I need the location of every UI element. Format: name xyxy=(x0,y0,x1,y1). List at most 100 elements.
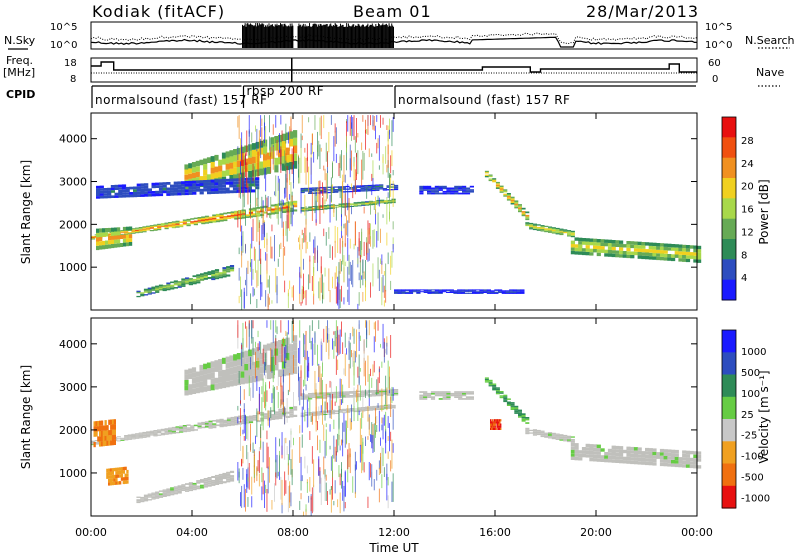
velocity-heatmap xyxy=(91,320,702,516)
scatter-cell xyxy=(525,422,530,424)
scatter-cell xyxy=(427,192,432,195)
time-axis: 00:00 04:00 08:00 12:00 16:00 20:00 00:00 xyxy=(75,113,713,539)
scatter-cell xyxy=(289,415,294,418)
scatter-cell xyxy=(645,255,650,260)
noise-column-cell xyxy=(386,125,388,130)
noise-column-cell xyxy=(260,138,262,159)
scatter-cell xyxy=(494,423,496,426)
noise-column-cell xyxy=(284,187,286,199)
scatter-cell xyxy=(263,160,268,168)
scatter-cell xyxy=(659,455,665,460)
scatter-cell xyxy=(622,456,627,461)
scatter-cell xyxy=(540,434,545,436)
scatter-cell xyxy=(206,373,212,380)
colorbar-swatch xyxy=(722,279,736,301)
noise-column-cell xyxy=(377,212,379,241)
scatter-cell xyxy=(559,232,564,234)
scatter-cell xyxy=(633,447,639,451)
noise-column-cell xyxy=(342,260,344,265)
scatter-cell xyxy=(483,291,488,293)
scatter-cell xyxy=(192,191,197,195)
scatter-cell xyxy=(293,200,298,203)
scatter-cell xyxy=(219,420,224,423)
noise-column-cell xyxy=(378,197,380,207)
x-tick-label: 20:00 xyxy=(580,526,612,539)
scatter-cell xyxy=(326,393,331,395)
scatter-cell xyxy=(143,495,149,498)
noise-column-cell xyxy=(332,393,333,410)
scatter-cell xyxy=(195,186,201,189)
scatter-cell xyxy=(118,187,123,190)
scatter-cell xyxy=(548,229,553,231)
noise-column-cell xyxy=(343,485,345,512)
scatter-cell xyxy=(116,227,121,232)
noise-column-cell xyxy=(284,280,286,293)
scatter-cell xyxy=(423,189,428,191)
noise-column-cell xyxy=(237,405,239,411)
scatter-cell xyxy=(663,462,668,467)
scatter-cell xyxy=(375,188,380,190)
noise-frame xyxy=(90,21,698,50)
noise-column-cell xyxy=(279,438,280,447)
noise-column-cell xyxy=(370,473,371,478)
noise-panel: N.Sky 10^5 10^0 10^5 10^0 N.Search xyxy=(4,21,795,51)
noise-column-cell xyxy=(246,162,248,188)
scatter-cell xyxy=(226,474,231,477)
scatter-cell xyxy=(357,202,362,204)
noise-column-cell xyxy=(354,491,356,498)
scatter-cell xyxy=(226,215,232,218)
scatter-cell xyxy=(142,226,147,228)
scatter-cell xyxy=(236,154,241,161)
scatter-cell xyxy=(222,275,227,278)
scatter-cell xyxy=(532,434,537,436)
scatter-cell xyxy=(282,210,287,213)
scatter-cell xyxy=(191,372,197,378)
scatter-cell xyxy=(196,487,201,490)
scatter-cell xyxy=(334,189,339,191)
scatter-cell xyxy=(293,335,298,343)
colorbar-tick-label: 100 xyxy=(741,389,760,400)
noise-column-cell xyxy=(242,231,244,253)
scatter-cell xyxy=(104,440,107,446)
scatter-cell xyxy=(293,130,298,138)
noise-column-cell xyxy=(344,470,346,497)
scatter-cell xyxy=(563,436,568,438)
scatter-cell xyxy=(229,355,234,362)
noise-column-cell xyxy=(386,342,388,355)
noise-column-cell xyxy=(241,459,243,467)
noise-column-cell xyxy=(363,339,365,363)
scatter-cell xyxy=(293,137,298,146)
noise-column-cell xyxy=(333,340,335,359)
scatter-cell xyxy=(289,367,294,375)
noise-column-cell xyxy=(311,415,313,425)
scatter-cell xyxy=(223,217,228,220)
noise-column-cell xyxy=(392,443,394,453)
noise-column-cell xyxy=(358,292,360,306)
noise-column-cell xyxy=(334,240,336,258)
scatter-cell xyxy=(506,196,511,198)
scatter-cell xyxy=(434,187,439,190)
noise-column-cell xyxy=(354,451,356,471)
noise-column-cell xyxy=(301,238,303,250)
noise-column-cell xyxy=(250,357,251,370)
scatter-cell xyxy=(574,247,579,252)
scatter-cell xyxy=(240,146,245,154)
scatter-cell xyxy=(490,419,492,422)
noise-column-cell xyxy=(320,147,322,152)
scatter-cell xyxy=(138,227,143,229)
scatter-cell xyxy=(600,242,605,246)
scatter-cell xyxy=(210,182,215,186)
scatter-cell xyxy=(240,189,245,193)
scatter-cell xyxy=(488,174,493,176)
noise-column-cell xyxy=(281,385,283,405)
noise-column-cell xyxy=(387,416,389,428)
scatter-cell xyxy=(536,228,541,230)
noise-column-cell xyxy=(245,210,246,226)
scatter-cell xyxy=(248,170,253,178)
noise-column-cell xyxy=(267,293,269,310)
noise-column-cell xyxy=(279,133,280,153)
scatter-cell xyxy=(124,473,127,477)
scatter-cell xyxy=(518,210,522,213)
scatter-cell xyxy=(585,447,590,451)
scatter-cell xyxy=(387,405,392,407)
